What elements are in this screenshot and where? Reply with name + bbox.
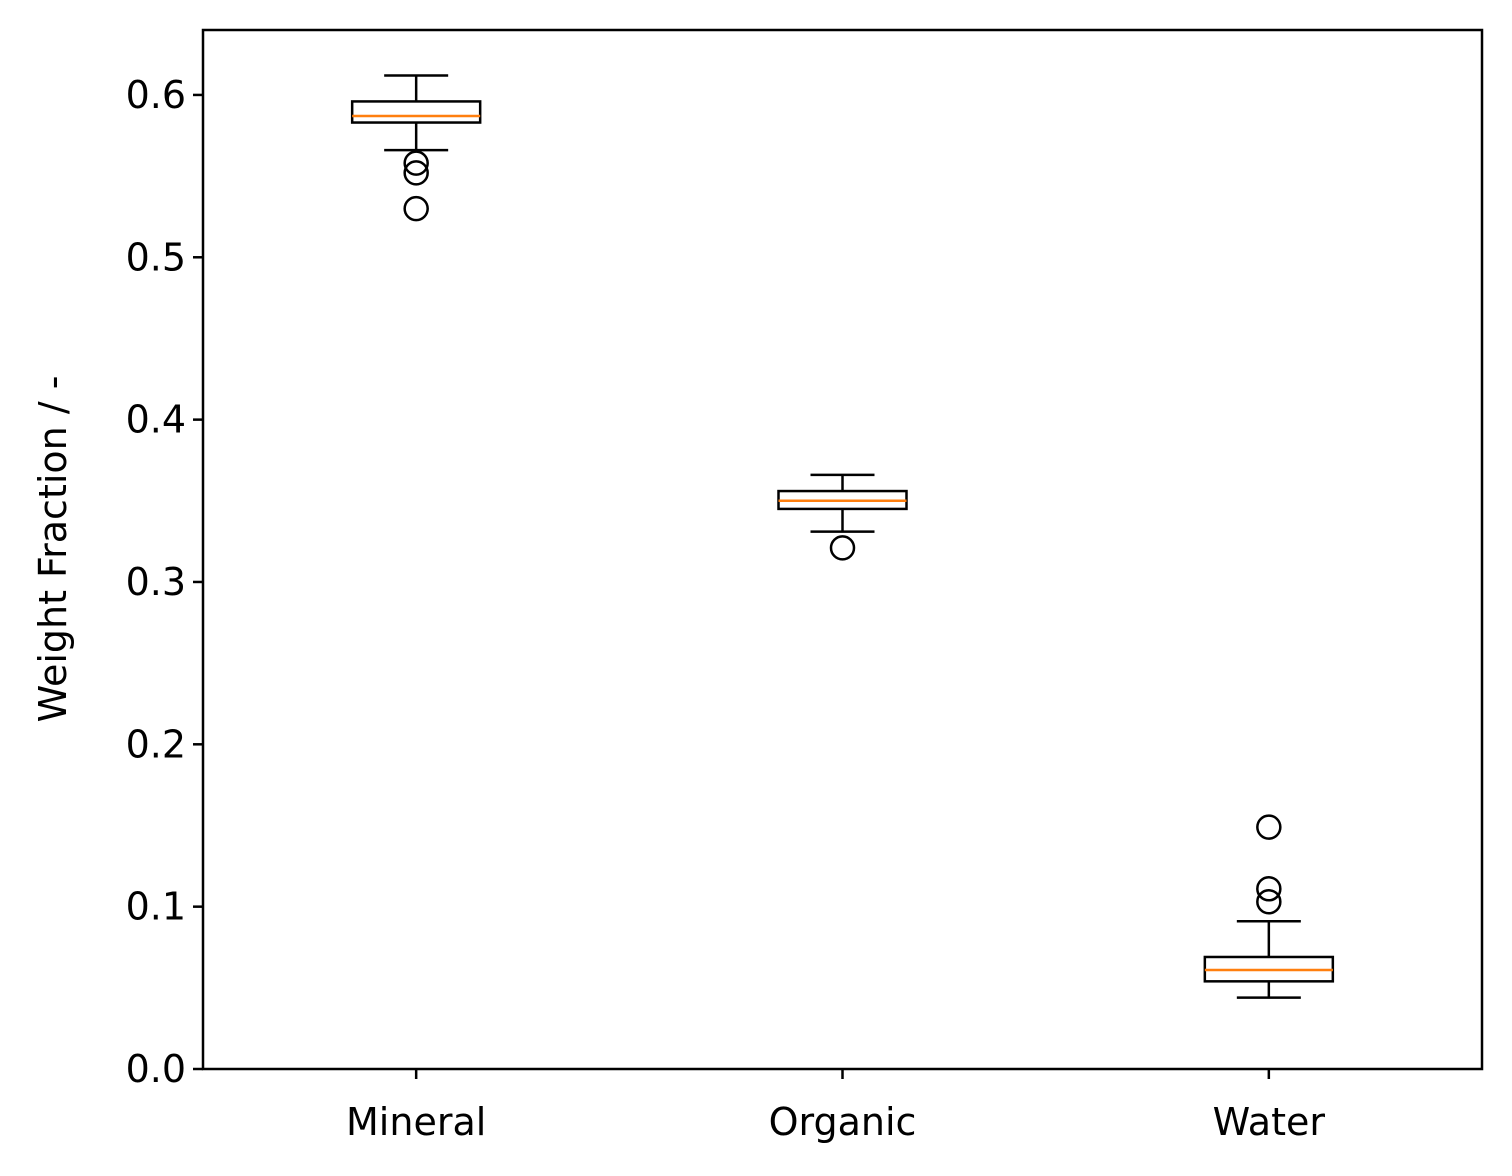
x-tick-label: Organic xyxy=(769,1100,917,1144)
box-mineral xyxy=(350,74,482,222)
box-iqr xyxy=(350,100,482,124)
outlier-point xyxy=(829,535,856,561)
outlier-point xyxy=(403,195,429,222)
y-tick-label: 0.3 xyxy=(126,560,186,604)
box-organic xyxy=(777,473,908,561)
box-water xyxy=(1203,814,1335,999)
outlier-point xyxy=(1256,814,1282,840)
outlier-point xyxy=(403,150,429,176)
y-tick-label: 0.0 xyxy=(126,1047,186,1091)
x-tick-label: Water xyxy=(1213,1100,1326,1144)
plot-area-frame xyxy=(201,28,1484,1071)
x-tick-label: Mineral xyxy=(346,1100,486,1144)
y-axis-label: Weight Fraction / - xyxy=(31,376,75,723)
x-axis: Mineral Organic Water xyxy=(346,1069,1325,1144)
outlier-point xyxy=(1256,889,1282,915)
box-series xyxy=(350,74,1335,999)
y-tick-label: 0.2 xyxy=(126,722,186,766)
y-tick-label: 0.5 xyxy=(126,235,186,279)
outlier-point xyxy=(403,160,429,186)
y-tick-label: 0.4 xyxy=(126,398,186,442)
y-axis: 0.0 0.1 0.2 0.3 0.4 0.5 0.6 xyxy=(126,73,203,1091)
y-tick-label: 0.6 xyxy=(126,73,186,117)
y-tick-label: 0.1 xyxy=(126,885,186,929)
outlier-point xyxy=(1256,876,1282,902)
